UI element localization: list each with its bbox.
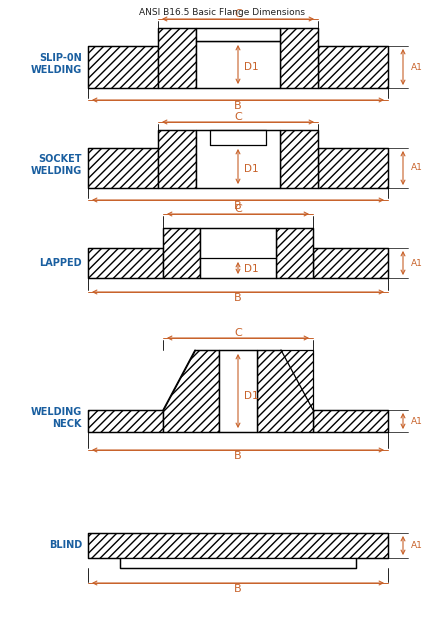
Text: D1: D1 bbox=[244, 264, 259, 274]
Bar bbox=[276, 228, 313, 278]
Bar bbox=[196, 41, 280, 88]
Text: D1: D1 bbox=[244, 62, 259, 71]
Text: C: C bbox=[234, 9, 242, 19]
Bar bbox=[88, 248, 163, 278]
Bar bbox=[120, 558, 356, 568]
Text: A1: A1 bbox=[411, 541, 423, 550]
Bar bbox=[163, 228, 200, 278]
Bar bbox=[318, 46, 388, 88]
Polygon shape bbox=[163, 350, 219, 432]
Text: WELDING
NECK: WELDING NECK bbox=[31, 407, 82, 429]
Bar bbox=[88, 533, 388, 558]
Bar bbox=[88, 410, 163, 432]
Bar bbox=[196, 130, 280, 188]
Bar bbox=[200, 228, 276, 278]
Text: BLIND: BLIND bbox=[49, 541, 82, 550]
Polygon shape bbox=[257, 350, 313, 432]
Bar bbox=[318, 148, 388, 188]
Text: A1: A1 bbox=[411, 417, 423, 426]
Text: C: C bbox=[234, 328, 242, 338]
Text: B: B bbox=[234, 293, 242, 303]
Text: A1: A1 bbox=[411, 258, 423, 267]
Bar bbox=[313, 248, 388, 278]
Text: SLIP-0N
WELDING: SLIP-0N WELDING bbox=[31, 53, 82, 75]
Text: C: C bbox=[234, 112, 242, 122]
Bar bbox=[210, 130, 266, 145]
Text: A1: A1 bbox=[411, 163, 423, 172]
Text: LAPPED: LAPPED bbox=[39, 258, 82, 268]
Text: B: B bbox=[234, 451, 242, 461]
Bar bbox=[313, 410, 388, 432]
Text: B: B bbox=[234, 201, 242, 211]
Bar bbox=[158, 28, 196, 88]
Text: SOCKET
WELDING: SOCKET WELDING bbox=[31, 154, 82, 176]
Bar bbox=[219, 350, 257, 432]
Text: D1: D1 bbox=[244, 391, 259, 401]
Text: B: B bbox=[234, 101, 242, 111]
Text: B: B bbox=[234, 584, 242, 594]
Bar bbox=[196, 28, 280, 41]
Bar bbox=[88, 46, 158, 88]
Bar bbox=[158, 130, 196, 188]
Text: D1: D1 bbox=[244, 163, 259, 174]
Bar bbox=[88, 148, 158, 188]
Bar bbox=[280, 130, 318, 188]
Text: A1: A1 bbox=[411, 62, 423, 71]
Text: ANSI B16.5 Basic Flange Dimensions: ANSI B16.5 Basic Flange Dimensions bbox=[139, 8, 305, 17]
Text: C: C bbox=[234, 204, 242, 214]
Bar bbox=[280, 28, 318, 88]
